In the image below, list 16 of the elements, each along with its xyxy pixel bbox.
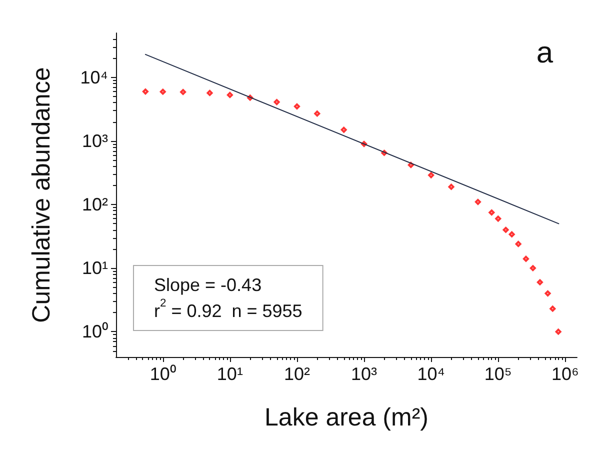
annotation: Slope = -0.43	[154, 275, 262, 295]
x-tick-label: 10⁰	[150, 364, 176, 384]
x-tick-label: 10⁵	[484, 364, 512, 384]
y-tick-label: 10⁴	[80, 67, 108, 88]
y-tick-label: 10⁰	[82, 322, 108, 342]
x-tick-label: 10³	[351, 364, 378, 384]
annotation: a	[536, 36, 554, 70]
x-tick-label: 10²	[284, 364, 310, 384]
y-axis-title: Cumulative abundance	[28, 67, 56, 323]
y-tick-label: 10¹	[82, 258, 108, 278]
y-tick-label: 10²	[82, 194, 108, 215]
x-axis-title: Lake area (m²)	[264, 404, 428, 432]
y-tick-label: 10³	[82, 131, 108, 151]
x-tick-label: 10⁴	[417, 364, 445, 384]
x-tick-label: 10⁶	[551, 364, 579, 384]
x-tick-label: 10¹	[216, 364, 243, 384]
